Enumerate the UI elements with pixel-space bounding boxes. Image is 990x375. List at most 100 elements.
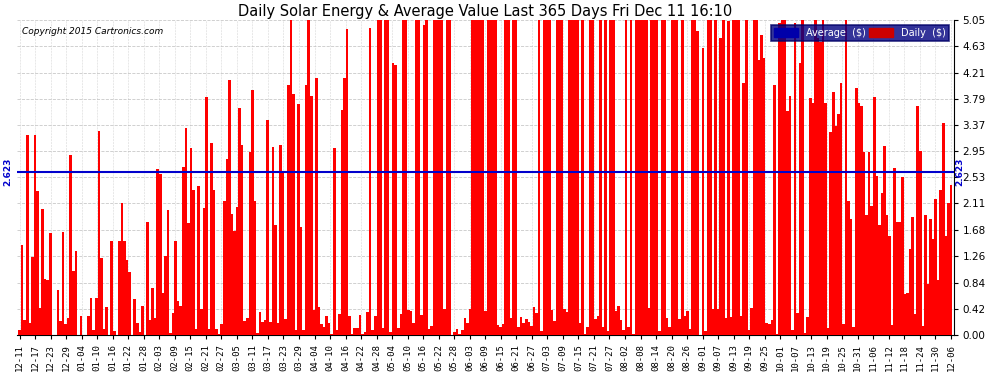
Bar: [909, 249, 912, 335]
Bar: [384, 20, 387, 335]
Bar: [740, 315, 742, 335]
Bar: [118, 241, 121, 335]
Bar: [515, 20, 517, 335]
Bar: [904, 294, 906, 335]
Bar: [727, 21, 730, 335]
Bar: [937, 280, 940, 335]
Bar: [870, 206, 873, 335]
Bar: [825, 103, 827, 335]
Bar: [791, 330, 794, 335]
Bar: [676, 20, 678, 335]
Bar: [205, 97, 208, 335]
Bar: [261, 322, 264, 335]
Bar: [944, 236, 947, 335]
Bar: [830, 132, 832, 335]
Bar: [510, 318, 512, 335]
Bar: [123, 241, 126, 335]
Text: 2.623: 2.623: [3, 158, 12, 186]
Bar: [745, 20, 747, 335]
Bar: [899, 222, 901, 335]
Bar: [221, 324, 223, 335]
Bar: [760, 35, 763, 335]
Bar: [210, 143, 213, 335]
Bar: [100, 258, 103, 335]
Bar: [673, 20, 676, 335]
Bar: [599, 20, 602, 335]
Bar: [517, 327, 520, 335]
Bar: [455, 329, 458, 335]
Bar: [49, 232, 51, 335]
Bar: [121, 203, 123, 335]
Bar: [405, 20, 407, 335]
Bar: [873, 97, 875, 335]
Text: Copyright 2015 Cartronics.com: Copyright 2015 Cartronics.com: [22, 27, 163, 36]
Bar: [67, 318, 69, 335]
Bar: [715, 20, 717, 335]
Bar: [730, 317, 733, 335]
Bar: [625, 20, 628, 335]
Bar: [617, 306, 620, 335]
Bar: [341, 110, 344, 335]
Bar: [266, 120, 269, 335]
Bar: [236, 207, 239, 335]
Bar: [489, 20, 492, 335]
Bar: [712, 309, 715, 335]
Bar: [550, 310, 553, 335]
Bar: [151, 288, 153, 335]
Bar: [881, 194, 883, 335]
Bar: [289, 20, 292, 335]
Bar: [248, 152, 251, 335]
Bar: [838, 114, 840, 335]
Bar: [59, 321, 61, 335]
Bar: [801, 20, 804, 335]
Bar: [333, 148, 336, 335]
Bar: [533, 307, 536, 335]
Bar: [208, 329, 210, 335]
Bar: [604, 20, 607, 335]
Bar: [195, 329, 197, 335]
Bar: [284, 319, 287, 335]
Bar: [129, 272, 131, 335]
Bar: [827, 328, 830, 335]
Bar: [453, 332, 455, 335]
Bar: [126, 260, 129, 335]
Bar: [645, 20, 647, 335]
Bar: [392, 63, 394, 335]
Bar: [169, 333, 172, 335]
Bar: [691, 20, 694, 335]
Bar: [822, 20, 825, 335]
Bar: [471, 20, 474, 335]
Bar: [271, 147, 274, 335]
Bar: [735, 20, 738, 335]
Bar: [29, 323, 31, 335]
Bar: [579, 322, 581, 335]
Bar: [499, 327, 502, 335]
Bar: [857, 103, 860, 335]
Bar: [234, 231, 236, 335]
Bar: [878, 225, 881, 335]
Bar: [919, 151, 922, 335]
Bar: [940, 190, 942, 335]
Bar: [166, 210, 169, 335]
Bar: [463, 318, 466, 335]
Bar: [681, 20, 683, 335]
Bar: [558, 20, 560, 335]
Bar: [142, 306, 144, 335]
Bar: [218, 334, 221, 335]
Bar: [18, 330, 21, 335]
Bar: [694, 20, 696, 335]
Bar: [722, 20, 725, 335]
Bar: [594, 319, 597, 335]
Bar: [935, 200, 937, 335]
Bar: [912, 217, 914, 335]
Bar: [374, 316, 376, 335]
Bar: [497, 325, 499, 335]
Bar: [641, 20, 643, 335]
Bar: [161, 293, 164, 335]
Bar: [630, 20, 633, 335]
Bar: [545, 20, 548, 335]
Bar: [450, 334, 453, 335]
Bar: [927, 284, 930, 335]
Bar: [24, 320, 26, 335]
Bar: [458, 334, 461, 335]
